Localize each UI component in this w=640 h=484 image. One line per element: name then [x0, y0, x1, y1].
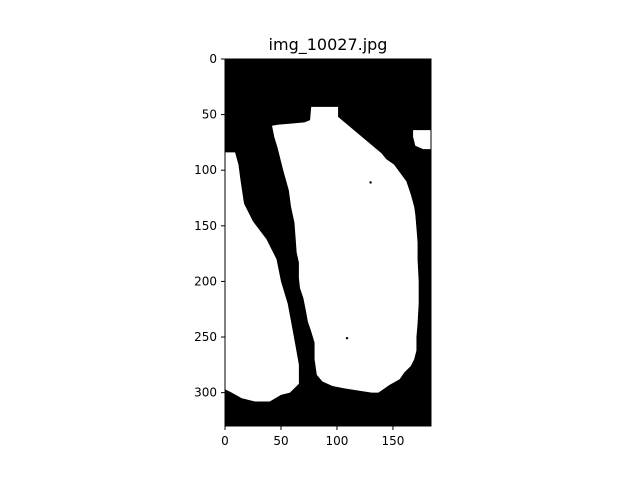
- axis-ticks: 0 50 100 150 0 50 100 150 200 250 300: [194, 52, 404, 448]
- speck-2: [345, 336, 349, 340]
- foreground-region-1: [272, 106, 419, 393]
- foreground-region-3: [413, 130, 431, 150]
- y-tick-label: 100: [194, 163, 217, 177]
- y-tick-label: 0: [209, 52, 217, 66]
- x-tick-label: 0: [221, 434, 229, 448]
- y-tick-label: 50: [202, 108, 217, 122]
- chart-title: img_10027.jpg: [269, 35, 388, 55]
- image-area: [225, 59, 431, 426]
- x-tick-label: 100: [326, 434, 349, 448]
- axes-frame: [224, 58, 432, 427]
- speck-1: [369, 181, 372, 184]
- y-tick-label: 250: [194, 330, 217, 344]
- y-tick-label: 150: [194, 219, 217, 233]
- x-tick-label: 50: [273, 434, 288, 448]
- y-tick-label: 200: [194, 274, 217, 288]
- x-tick-label: 150: [381, 434, 404, 448]
- y-tick-label: 300: [194, 386, 217, 400]
- foreground-region-2: [225, 152, 299, 402]
